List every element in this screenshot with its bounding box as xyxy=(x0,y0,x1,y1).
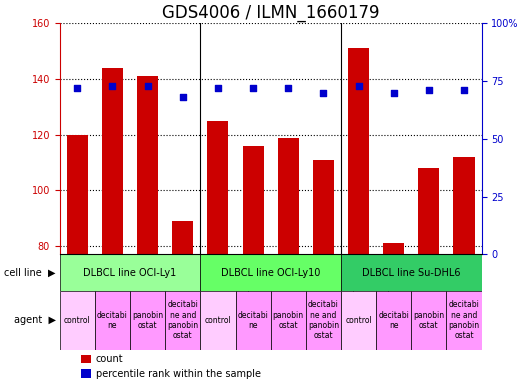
Text: percentile rank within the sample: percentile rank within the sample xyxy=(96,369,260,379)
Bar xyxy=(348,48,369,384)
Text: control: control xyxy=(204,316,231,325)
Text: panobin
ostat: panobin ostat xyxy=(132,311,163,330)
FancyBboxPatch shape xyxy=(341,291,376,350)
Point xyxy=(355,83,363,89)
Bar xyxy=(243,146,264,384)
FancyBboxPatch shape xyxy=(447,291,482,350)
Text: decitabi
ne: decitabi ne xyxy=(237,311,268,330)
Point xyxy=(143,83,152,89)
Bar xyxy=(313,160,334,384)
FancyBboxPatch shape xyxy=(95,291,130,350)
Point xyxy=(178,94,187,101)
Text: DLBCL line Su-DHL6: DLBCL line Su-DHL6 xyxy=(362,268,461,278)
FancyBboxPatch shape xyxy=(376,291,411,350)
Text: cell line  ▶: cell line ▶ xyxy=(4,268,55,278)
Title: GDS4006 / ILMN_1660179: GDS4006 / ILMN_1660179 xyxy=(162,4,379,22)
Text: control: control xyxy=(345,316,372,325)
FancyBboxPatch shape xyxy=(60,291,95,350)
Bar xyxy=(67,135,88,384)
FancyBboxPatch shape xyxy=(271,291,306,350)
FancyBboxPatch shape xyxy=(235,291,271,350)
Text: agent  ▶: agent ▶ xyxy=(14,315,55,325)
Text: decitabi
ne: decitabi ne xyxy=(97,311,128,330)
Point xyxy=(284,85,292,91)
FancyBboxPatch shape xyxy=(411,291,447,350)
Bar xyxy=(137,76,158,384)
FancyBboxPatch shape xyxy=(200,291,235,350)
Point xyxy=(73,85,82,91)
Text: decitabi
ne: decitabi ne xyxy=(378,311,409,330)
Bar xyxy=(453,157,474,384)
Text: decitabi
ne and
panobin
ostat: decitabi ne and panobin ostat xyxy=(448,300,480,341)
Bar xyxy=(418,168,439,384)
Bar xyxy=(208,121,229,384)
Point xyxy=(319,90,327,96)
FancyBboxPatch shape xyxy=(130,291,165,350)
Bar xyxy=(81,369,92,378)
Point xyxy=(108,83,117,89)
Text: decitabi
ne and
panobin
ostat: decitabi ne and panobin ostat xyxy=(308,300,339,341)
Bar xyxy=(81,354,92,363)
Text: decitabi
ne and
panobin
ostat: decitabi ne and panobin ostat xyxy=(167,300,198,341)
FancyBboxPatch shape xyxy=(165,291,200,350)
FancyBboxPatch shape xyxy=(341,254,482,291)
Text: panobin
ostat: panobin ostat xyxy=(413,311,445,330)
Text: panobin
ostat: panobin ostat xyxy=(272,311,304,330)
Text: DLBCL line OCI-Ly10: DLBCL line OCI-Ly10 xyxy=(221,268,321,278)
Text: DLBCL line OCI-Ly1: DLBCL line OCI-Ly1 xyxy=(83,268,177,278)
Bar xyxy=(383,243,404,384)
FancyBboxPatch shape xyxy=(306,291,341,350)
FancyBboxPatch shape xyxy=(60,254,200,291)
Point xyxy=(390,90,398,96)
Point xyxy=(249,85,257,91)
Bar xyxy=(102,68,123,384)
Bar xyxy=(172,221,194,384)
Point xyxy=(425,87,433,93)
FancyBboxPatch shape xyxy=(200,254,341,291)
Text: control: control xyxy=(64,316,90,325)
Bar xyxy=(278,137,299,384)
Point xyxy=(214,85,222,91)
Point xyxy=(460,87,468,93)
Text: count: count xyxy=(96,354,123,364)
